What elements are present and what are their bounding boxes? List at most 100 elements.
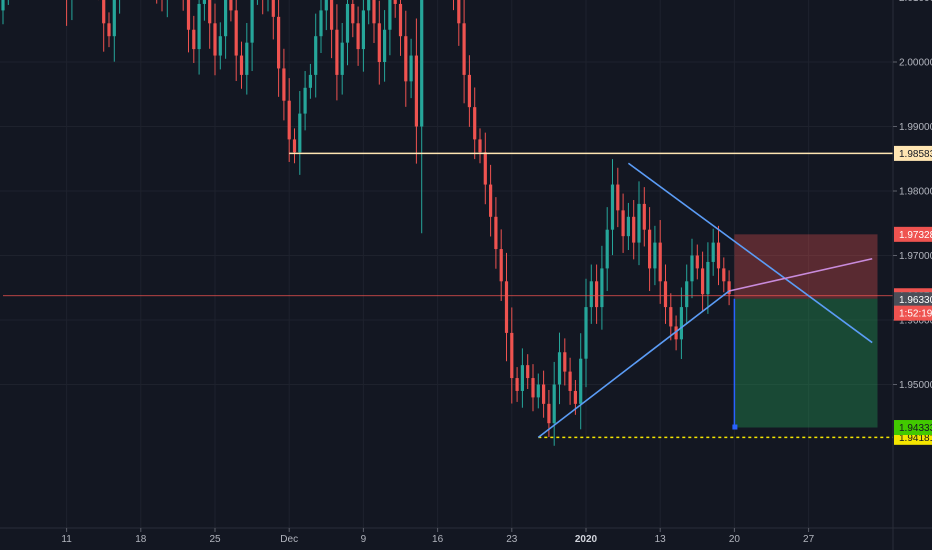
candle-body [308, 74, 312, 88]
candle-body [107, 23, 111, 37]
candle-body [685, 281, 689, 308]
x-tick-label: 16 [432, 534, 444, 545]
candle-body [186, 0, 191, 30]
candle-body [398, 3, 403, 37]
candle-body [557, 352, 562, 385]
x-tick-label: 2020 [575, 534, 598, 545]
candle-body [409, 55, 413, 82]
candle-body [1, 0, 5, 11]
candle-body [335, 29, 339, 75]
position-handle[interactable] [732, 424, 738, 430]
position-tool[interactable] [732, 234, 878, 430]
candle-body [504, 281, 509, 333]
price-axis-labels: 1.985831.941811.963761.973281.963301.943… [894, 145, 932, 445]
bar-countdown-label: 1:52:19 [899, 309, 932, 320]
candle-body [213, 23, 217, 56]
y-tick-label: 2.01000 [899, 0, 932, 4]
candle-body [568, 371, 572, 391]
trendlines[interactable] [537, 162, 873, 439]
candle-body [536, 384, 540, 398]
entry-price-label-bg [894, 292, 932, 308]
candle-body [579, 358, 583, 404]
candle-body [319, 10, 323, 37]
candle-body [595, 281, 599, 308]
candle-body [330, 0, 334, 30]
candle-body [314, 36, 318, 75]
y-tick-label: 1.96000 [899, 316, 932, 327]
x-tick-label: 25 [209, 534, 221, 545]
y-tick-label: 1.99000 [899, 122, 932, 133]
take-profit-zone[interactable] [734, 298, 878, 428]
horizontal-levels[interactable] [3, 152, 893, 439]
candle-body [414, 55, 418, 127]
candle-body [605, 229, 609, 269]
candle-body [547, 403, 551, 424]
lower-trendline[interactable] [537, 290, 730, 439]
candle-body [701, 268, 705, 295]
candle-body [632, 216, 636, 243]
candle-body [663, 281, 668, 308]
candle-body [383, 29, 387, 62]
upper-trendline[interactable] [627, 162, 873, 344]
resistance-label: 1.98583 [899, 149, 932, 160]
candle-body [626, 216, 630, 237]
y-tick-label: 1.95000 [899, 380, 932, 391]
candle-body [250, 0, 254, 43]
candle-body [526, 365, 530, 379]
candle-body [361, 10, 365, 50]
stop-loss-zone[interactable] [734, 234, 878, 299]
candle-body [520, 365, 524, 391]
candle-body [388, 0, 392, 30]
candle-body [420, 0, 424, 127]
candle-body [356, 23, 360, 50]
candle-body [271, 0, 275, 17]
bar-countdown-label-bg [894, 305, 932, 321]
candle-body [510, 332, 514, 379]
projection-line[interactable] [728, 257, 873, 292]
candle-body [658, 242, 662, 282]
candle-body [499, 249, 503, 282]
candle-body [202, 0, 206, 4]
candle-body [324, 0, 328, 11]
candle-body [393, 0, 397, 4]
candle-body [473, 107, 477, 140]
x-tick-label: 27 [803, 534, 815, 545]
candle-body [208, 0, 212, 24]
candle-body [610, 184, 615, 230]
candle-body [351, 3, 355, 24]
candle-body [706, 261, 710, 295]
candle-body [287, 100, 291, 140]
candle-body [542, 384, 546, 404]
candle-body [573, 390, 577, 404]
candle-body [600, 268, 604, 308]
candle-body [462, 23, 466, 75]
candle-body [679, 307, 683, 340]
y-tick-label: 1.97000 [899, 251, 932, 262]
candle-body [234, 10, 238, 56]
candle-body [552, 384, 556, 424]
x-tick-label: 11 [61, 534, 72, 545]
stop-price-label-bg [894, 226, 932, 242]
time-axis[interactable]: 11 18 25 Dec 9 16 23 2020 13 20 27 [61, 528, 815, 545]
candle-body [404, 36, 408, 82]
candle-body [584, 307, 588, 359]
candle-body [367, 0, 371, 11]
candle-body [345, 3, 350, 43]
price-axis[interactable]: 2.050002.040002.030002.020002.010002.000… [893, 0, 932, 391]
x-tick-label: 13 [655, 534, 667, 545]
candle-body [277, 16, 281, 69]
x-tick-label: 9 [361, 534, 367, 545]
candle-body [229, 0, 233, 11]
candle-body [489, 184, 493, 217]
candle-body [648, 229, 652, 269]
support-label: 1.94181 [899, 433, 932, 444]
x-tick-label: 20 [729, 534, 741, 545]
candle-body [563, 352, 567, 372]
candle-body [616, 184, 620, 211]
x-tick-label: Dec [280, 534, 298, 545]
candle-body [239, 55, 244, 75]
y-tick-label: 1.98000 [899, 187, 932, 198]
candle-body [722, 268, 726, 282]
candle-body [621, 210, 625, 237]
